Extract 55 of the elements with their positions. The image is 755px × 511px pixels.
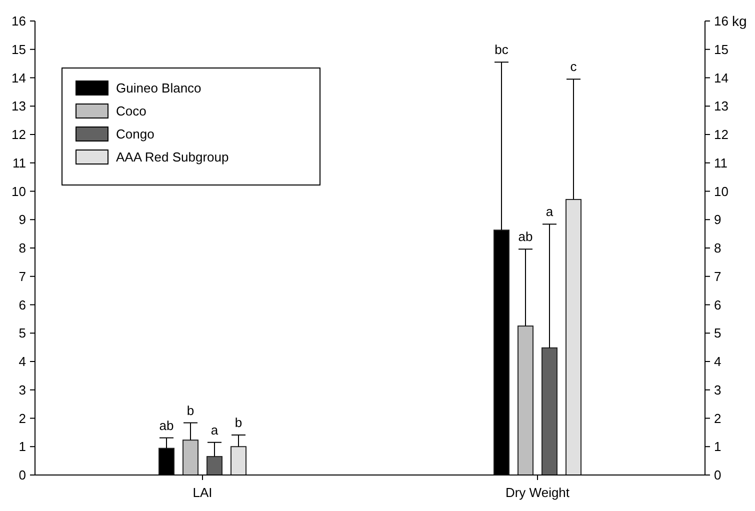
annotation: ab <box>518 229 533 244</box>
bar <box>518 326 534 476</box>
y-tick-label: 13 <box>12 98 26 114</box>
y2-axis-title: kg <box>732 12 747 29</box>
bar <box>206 456 222 476</box>
y-tick-label: 10 <box>12 184 26 199</box>
y-tick-label: 2 <box>18 410 26 426</box>
y2-tick-label: 0 <box>714 468 722 483</box>
y2-tick-label: 12 <box>714 127 728 142</box>
y2-tick-label: 15 <box>714 42 728 57</box>
annotation: b <box>234 414 242 430</box>
y-tick-label: 8 <box>18 240 26 256</box>
legend-label: Congo <box>116 126 154 142</box>
y2-tick-label: 8 <box>714 240 722 256</box>
annotation: bc <box>494 42 509 58</box>
y-tick-label: 11 <box>12 155 26 170</box>
y2-tick-label: 1 <box>714 439 722 454</box>
y2-tick-label: 7 <box>714 268 722 284</box>
y2-tick-label: 16 <box>714 14 728 29</box>
bar <box>566 198 582 476</box>
y-tick-label: 16 <box>12 14 26 29</box>
bar <box>230 446 246 476</box>
y-tick-label: 15 <box>12 42 26 57</box>
y-tick-label: 1 <box>18 439 26 454</box>
y2-tick-label: 2 <box>714 410 722 426</box>
annotation: b <box>186 402 194 418</box>
y-tick-label: 6 <box>18 297 26 312</box>
bar <box>542 347 558 476</box>
y-tick-label: 9 <box>18 212 26 228</box>
legend-label: Guineo Blanco <box>116 80 202 96</box>
y-tick-label: 0 <box>18 468 26 483</box>
legend-label: Coco <box>116 104 146 119</box>
annotation: c <box>570 59 578 74</box>
y2-tick-label: 6 <box>714 297 722 312</box>
y-tick-label: 5 <box>18 326 26 341</box>
y2-tick-label: 3 <box>714 382 722 398</box>
y2-tick-label: 11 <box>714 155 728 170</box>
y-tick-label: 7 <box>18 268 26 284</box>
y2-tick-label: 14 <box>714 70 728 86</box>
legend-label: AAA Red Subgroup <box>116 150 229 165</box>
x-tick-label: LAI <box>192 485 212 500</box>
y-tick-label: 3 <box>18 382 26 398</box>
y2-tick-label: 5 <box>714 326 722 341</box>
annotation: a <box>210 422 219 438</box>
y-tick-label: 14 <box>12 70 26 86</box>
y-tick-label: 4 <box>18 354 26 370</box>
bar <box>182 440 198 476</box>
y2-tick-label: 10 <box>714 184 728 199</box>
x-tick-label: Dry Weight <box>505 485 570 500</box>
annotation: ab <box>159 418 174 433</box>
y2-tick-label: 4 <box>714 354 722 370</box>
y-tick-label: 12 <box>12 127 26 142</box>
y2-tick-label: 13 <box>714 98 728 114</box>
y2-tick-label: 9 <box>714 212 722 228</box>
annotation: a <box>546 204 554 220</box>
